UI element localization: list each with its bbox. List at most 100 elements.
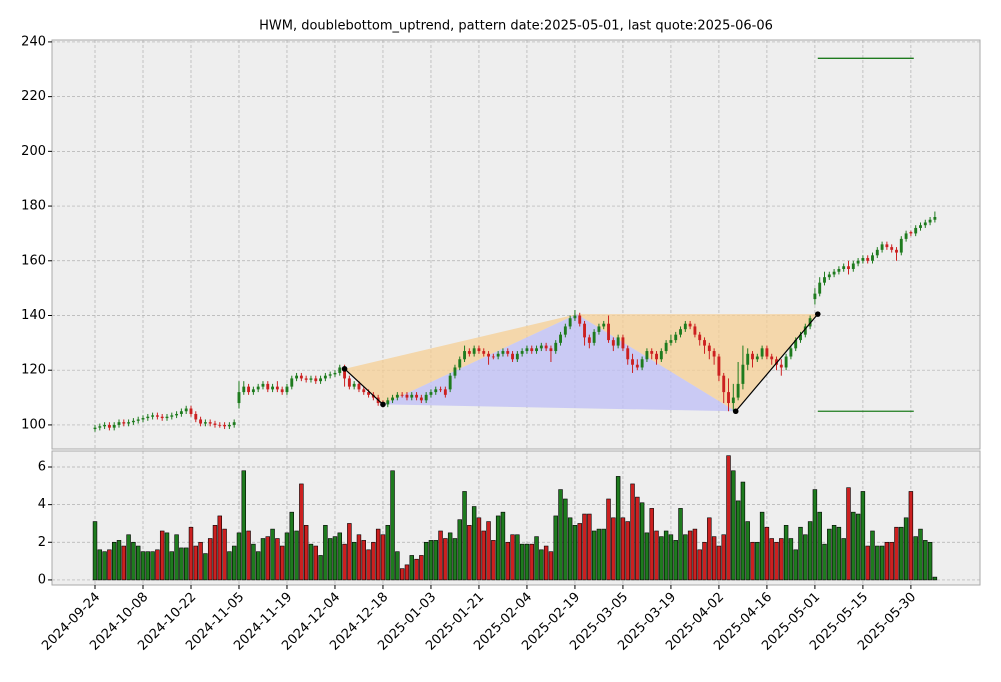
candle-body xyxy=(280,389,284,393)
candle-body xyxy=(314,378,318,382)
candle-body xyxy=(496,353,500,357)
volume-bar xyxy=(97,549,103,581)
volume-bar xyxy=(755,541,760,581)
volume-bar xyxy=(260,538,266,581)
candle-body xyxy=(559,334,562,343)
candle-body xyxy=(664,342,668,352)
volume-bar xyxy=(812,489,818,581)
candle-body xyxy=(602,323,606,327)
candle-body xyxy=(338,367,342,373)
candle-body xyxy=(914,227,918,234)
candle-body xyxy=(285,386,289,393)
y-tick-label: 180 xyxy=(21,199,46,214)
candle-body xyxy=(127,422,131,424)
volume-bar xyxy=(697,549,702,581)
candle-body xyxy=(832,271,836,275)
volume-bar xyxy=(491,540,496,581)
candle-body xyxy=(309,378,313,380)
candle-body xyxy=(242,386,246,393)
volume-bar xyxy=(630,483,635,581)
candle-body xyxy=(611,340,615,346)
candle-body xyxy=(131,420,135,423)
y-tick-label: 220 xyxy=(21,89,46,104)
candle-body xyxy=(400,394,404,396)
volume-bar xyxy=(707,517,712,581)
volume-bar xyxy=(116,540,122,581)
volume-bar xyxy=(366,549,371,581)
volume-bar xyxy=(721,534,726,581)
candle-body xyxy=(923,222,927,226)
candle-body xyxy=(890,247,894,250)
volume-bar xyxy=(644,532,650,581)
candle-body xyxy=(141,418,145,420)
candle-body xyxy=(799,334,802,341)
volume-bar xyxy=(524,543,530,581)
volume-bar xyxy=(294,530,299,581)
candle-body xyxy=(343,367,347,379)
volume-bar xyxy=(659,536,664,581)
volume-bar xyxy=(217,515,223,581)
volume-bar xyxy=(337,532,342,581)
candle-body xyxy=(707,345,711,352)
candle-body xyxy=(487,353,490,357)
candle-body xyxy=(573,315,577,319)
volume-bar xyxy=(827,528,832,581)
candle-body xyxy=(213,423,217,425)
volume-bar xyxy=(351,541,357,581)
volume-bar xyxy=(731,470,736,581)
volume-bar xyxy=(582,513,587,581)
candle-body xyxy=(885,244,889,248)
volume-bar xyxy=(169,551,175,581)
volume-bar xyxy=(275,538,280,581)
volume-bar xyxy=(313,545,318,581)
volume-bar xyxy=(711,536,717,581)
volume-bar xyxy=(236,532,242,581)
volume-bar xyxy=(817,511,822,581)
volume-bar xyxy=(889,541,894,581)
candle-body xyxy=(256,386,260,390)
candle-body xyxy=(223,424,227,427)
volume-bar xyxy=(270,528,275,581)
candle-body xyxy=(107,424,111,428)
candle-body xyxy=(463,351,466,360)
volume-bar xyxy=(131,541,136,581)
volume-bar xyxy=(510,534,515,581)
candle-body xyxy=(904,233,908,239)
volume-bar xyxy=(188,526,194,581)
candle-body xyxy=(856,260,860,264)
volume-bar xyxy=(404,564,410,581)
volume-bar xyxy=(371,541,376,581)
volume-bar xyxy=(419,555,424,581)
volume-bar xyxy=(793,549,798,581)
candle-body xyxy=(640,359,644,368)
volume-bar xyxy=(558,489,563,581)
volume-bar xyxy=(284,532,290,581)
volume-bar xyxy=(716,545,722,581)
volume-bar xyxy=(356,534,362,581)
candle-body xyxy=(467,351,471,354)
candle-body xyxy=(765,348,769,357)
candle-body xyxy=(823,277,826,283)
volume-bar xyxy=(428,540,434,581)
candle-body xyxy=(727,392,730,404)
volume-bar xyxy=(447,532,453,581)
candle-body xyxy=(645,351,649,360)
volume-bar xyxy=(241,470,247,581)
y-tick-label: 160 xyxy=(21,253,46,268)
candle-body xyxy=(525,348,529,352)
y2-tick-label: 2 xyxy=(38,535,46,550)
candle-body xyxy=(698,334,702,341)
volume-bar xyxy=(764,526,770,581)
candle-body xyxy=(731,397,735,404)
candle-body xyxy=(827,274,831,278)
candle-body xyxy=(875,249,879,256)
volume-bar xyxy=(121,545,127,581)
pattern-area xyxy=(576,314,818,412)
y-tick-label: 120 xyxy=(21,363,46,378)
candle-body xyxy=(189,408,193,414)
volume-bar xyxy=(663,530,669,581)
volume-bar xyxy=(308,543,314,581)
candle-body xyxy=(549,348,553,352)
candle-body xyxy=(751,353,754,360)
candle-body xyxy=(203,422,207,424)
